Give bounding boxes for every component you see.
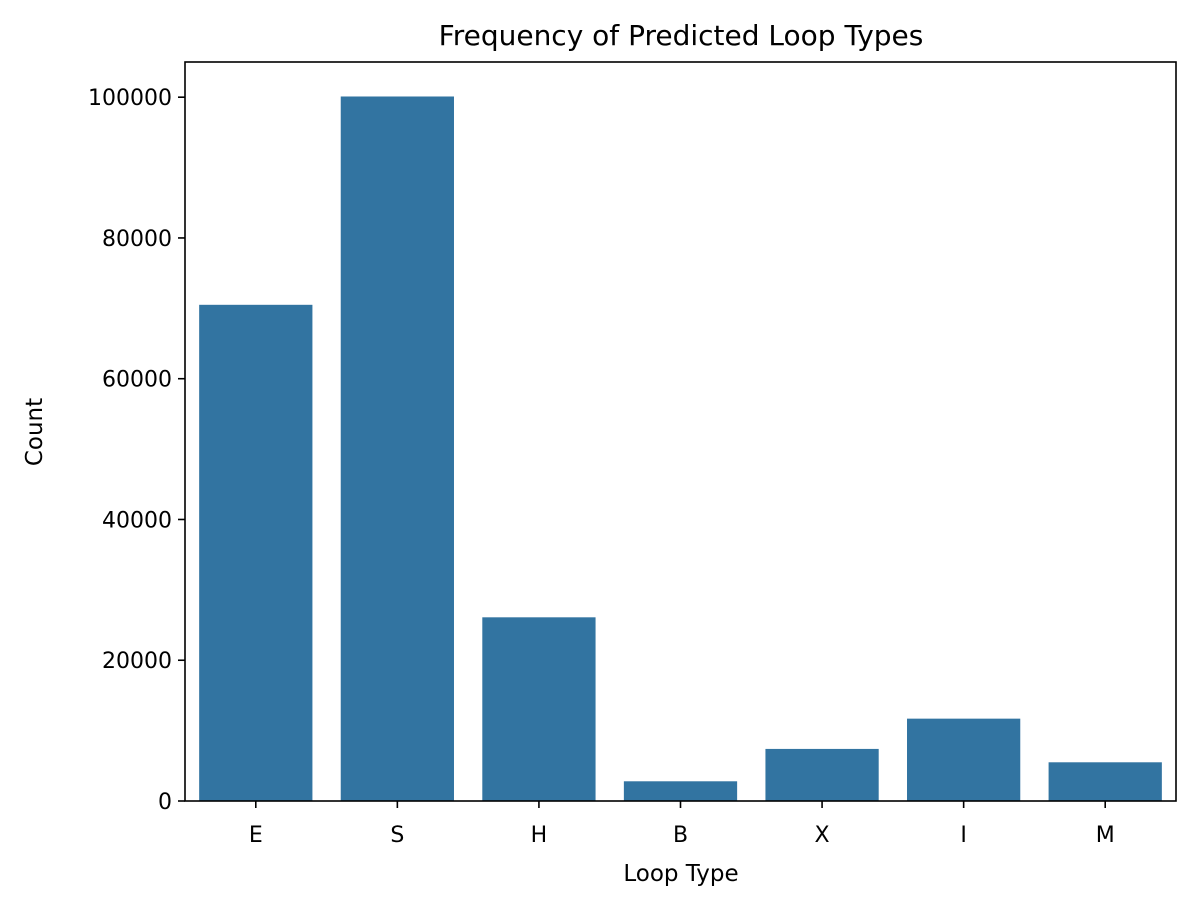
x-tick-label-B: B: [673, 823, 688, 848]
x-axis-label: Loop Type: [623, 861, 738, 887]
x-tick-label-X: X: [815, 823, 830, 848]
bars-layer: [199, 96, 1162, 802]
bar-S: [340, 96, 454, 802]
x-tick-label-M: M: [1096, 823, 1115, 848]
x-tick-label-I: I: [960, 823, 967, 848]
bar-I: [907, 718, 1021, 801]
y-tick-label-60000: 60000: [102, 368, 172, 393]
y-tick-label-100000: 100000: [88, 86, 172, 111]
plot-frame: [184, 61, 1177, 802]
x-tick-label-E: E: [249, 823, 263, 848]
y-tick-label-0: 0: [158, 790, 172, 815]
bar-M: [1048, 762, 1162, 801]
y-tick-label-80000: 80000: [102, 227, 172, 252]
x-tick-label-S: S: [390, 823, 404, 848]
bar-E: [199, 304, 313, 801]
y-tick-label-20000: 20000: [102, 649, 172, 674]
y-axis: 0 20000 40000 60000 80000 100000: [88, 86, 185, 815]
y-axis-label: Count: [22, 398, 48, 466]
bar-X: [765, 748, 879, 801]
bar-B: [623, 781, 738, 801]
chart-title: Frequency of Predicted Loop Types: [439, 19, 924, 52]
bar-H: [482, 617, 596, 801]
x-tick-label-H: H: [531, 823, 548, 848]
y-tick-label-40000: 40000: [102, 508, 172, 533]
